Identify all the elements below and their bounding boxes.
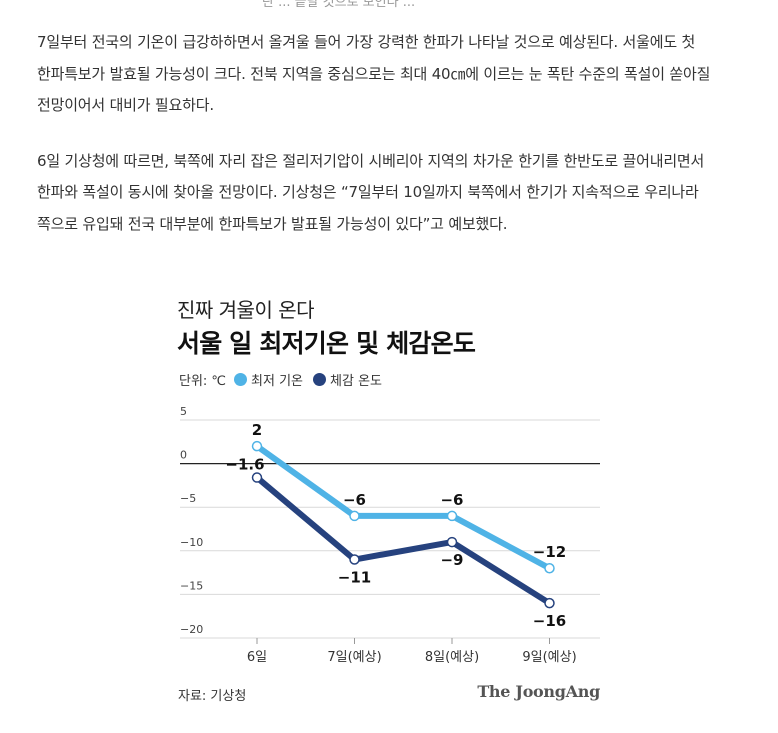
y-tick-label: −20 [180, 623, 203, 636]
legend-label-min-temp: 최저 기온 [251, 374, 304, 389]
data-label: −12 [533, 543, 566, 561]
source-credit: 자료: 기상청 [178, 689, 247, 704]
y-tick-label: −10 [180, 536, 203, 549]
y-tick-label: 0 [180, 449, 187, 462]
legend-item-feels-like: 체감 온도 [313, 370, 382, 389]
data-label: −6 [343, 491, 366, 509]
data-point [349, 510, 360, 522]
article-body: 7일부터 전국의 기온이 급강하하면서 올겨울 들어 가장 강력한 한파가 나타… [37, 27, 743, 240]
clipped-top-text: 란 ... 끝날 것으로 보인다 ... [0, 0, 778, 8]
article-paragraph-2: 6일 기상청에 따르면, 북쪽에 자리 잡은 절리저기압이 시베리아 지역의 차… [37, 151, 705, 233]
series-line-feels-like [254, 474, 553, 607]
temperature-chart-figure: 진짜 겨울이 온다 서울 일 최저기온 및 체감온도 단위: ℃ 최저 기온 체… [170, 290, 610, 710]
data-label: −9 [440, 551, 463, 569]
chart-title: 서울 일 최저기온 및 체감온도 [177, 329, 476, 358]
x-tick-label: 8일(예상) [425, 650, 479, 665]
data-label: −11 [338, 569, 371, 587]
y-tick-label: 5 [180, 405, 187, 418]
chart-legend: 단위: ℃ 최저 기온 체감 온도 [179, 370, 392, 389]
x-tick-label: 6일 [247, 650, 267, 665]
data-point [251, 472, 263, 483]
legend-swatch-min-temp [234, 373, 248, 386]
legend-swatch-feels-like [313, 373, 327, 386]
y-tick-label: −15 [180, 579, 203, 592]
data-point [251, 440, 263, 452]
chart-subtitle: 진짜 겨울이 온다 [177, 298, 315, 322]
data-label: −16 [533, 612, 566, 630]
data-point [446, 536, 458, 548]
legend-item-min-temp: 최저 기온 [234, 370, 303, 389]
data-label: 2 [252, 421, 262, 439]
y-tick-label: −5 [180, 492, 196, 505]
line-chart: 5 0 −5 −10 −15 −20 6일 7일(예상) 8일(예상) 9일(예상) 2 −6 −6 −1… [180, 405, 600, 665]
data-label: −1.6 [225, 456, 264, 474]
x-tick-label: 9일(예상) [522, 650, 576, 665]
data-point [446, 510, 458, 522]
x-tick-label: 7일(예상) [327, 650, 381, 665]
data-label: −6 [440, 491, 463, 509]
data-point [349, 554, 360, 565]
series-line-min-temp [254, 443, 553, 572]
unit-label: 단위: ℃ [179, 374, 227, 389]
brand-logo: The JoongAng [477, 682, 600, 701]
legend-label-feels-like: 체감 온도 [330, 374, 383, 389]
top-fragment: 란 ... 끝날 것으로 보인다 ... [262, 0, 416, 8]
data-point [544, 597, 555, 609]
data-point [544, 562, 555, 574]
article-paragraph-1: 7일부터 전국의 기온이 급강하하면서 올겨울 들어 가장 강력한 한파가 나타… [37, 33, 711, 114]
